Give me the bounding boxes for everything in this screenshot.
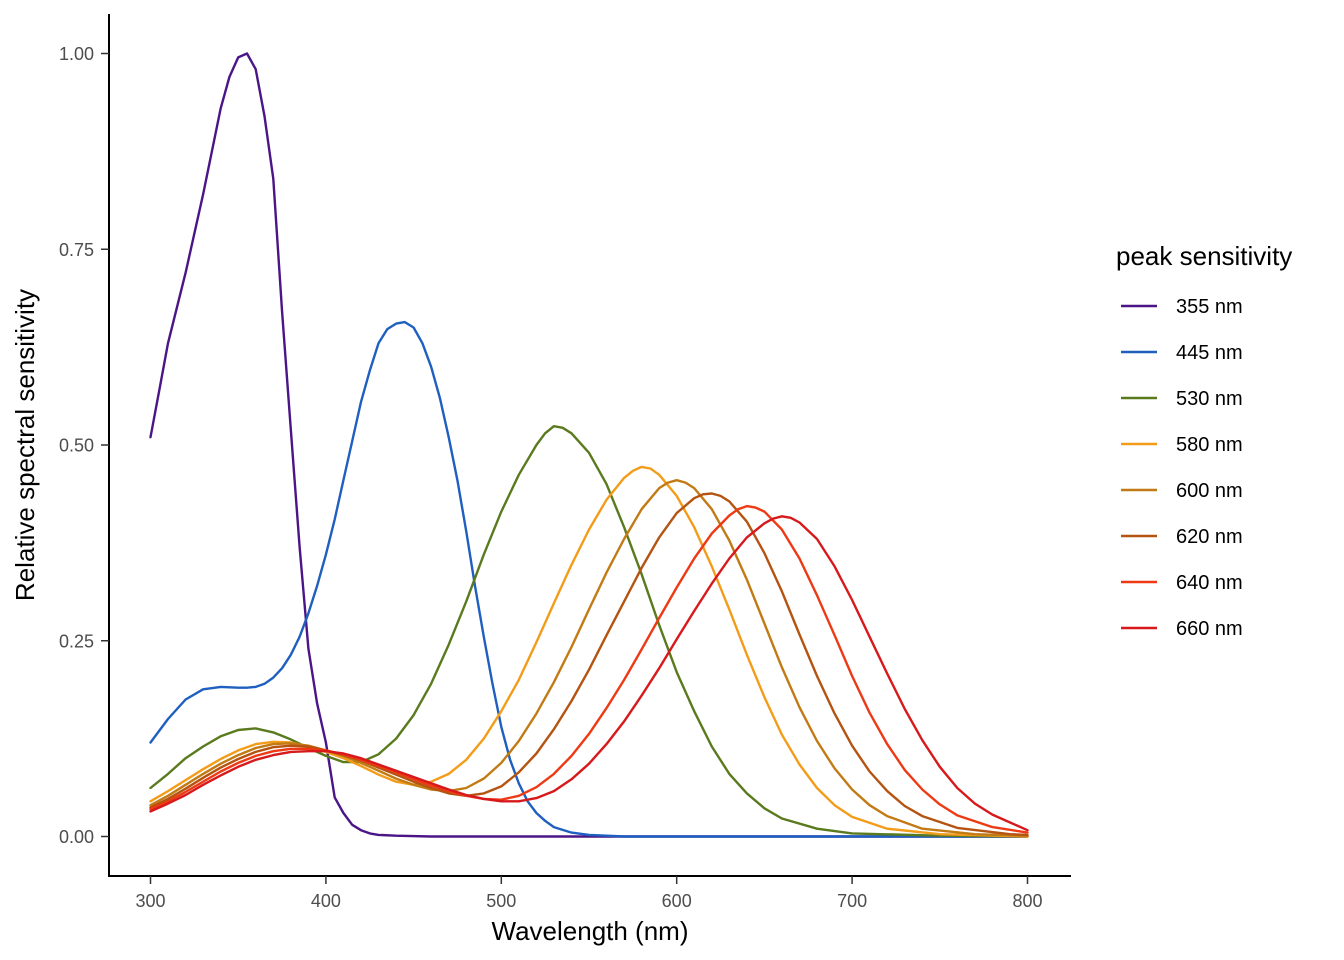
y-tick-label: 0.00 bbox=[59, 827, 94, 847]
series-line-600-nm bbox=[149, 479, 1029, 837]
y-tick-label: 0.50 bbox=[59, 436, 94, 456]
x-tick-label: 700 bbox=[837, 891, 867, 911]
legend-item: 640 nm bbox=[1121, 572, 1243, 594]
legend-item: 530 nm bbox=[1121, 388, 1243, 410]
legend-item: 600 nm bbox=[1121, 480, 1243, 502]
series-lines bbox=[149, 52, 1029, 838]
legend-label: 445 nm bbox=[1176, 342, 1243, 364]
series-line-660-nm bbox=[149, 515, 1029, 832]
legend-label: 355 nm bbox=[1176, 296, 1243, 318]
y-axis-title: Relative spectral sensitivity bbox=[10, 289, 40, 601]
y-axis-ticks: 0.00 0.25 0.50 0.75 1.00 bbox=[59, 44, 109, 847]
y-tick-label: 0.75 bbox=[59, 240, 94, 260]
x-axis-title: Wavelength (nm) bbox=[492, 916, 689, 946]
x-tick-label: 600 bbox=[662, 891, 692, 911]
legend-item: 580 nm bbox=[1121, 434, 1243, 456]
legend-label: 600 nm bbox=[1176, 480, 1243, 502]
legend-label: 530 nm bbox=[1176, 388, 1243, 410]
legend-label: 660 nm bbox=[1176, 618, 1243, 640]
legend-label: 620 nm bbox=[1176, 526, 1243, 548]
series-line-640-nm bbox=[149, 504, 1029, 834]
series-line-445-nm bbox=[149, 320, 1029, 838]
y-tick-label: 0.25 bbox=[59, 631, 94, 651]
x-axis-ticks: 300 400 500 600 700 800 bbox=[135, 876, 1043, 911]
legend-label: 640 nm bbox=[1176, 572, 1243, 594]
legend-item: 660 nm bbox=[1121, 618, 1243, 640]
legend-title: peak sensitivity bbox=[1116, 241, 1292, 271]
legend-label: 580 nm bbox=[1176, 434, 1243, 456]
x-tick-label: 500 bbox=[486, 891, 516, 911]
series-line-530-nm bbox=[149, 425, 1029, 838]
series-line-355-nm bbox=[149, 52, 1029, 838]
y-tick-label: 1.00 bbox=[59, 44, 94, 64]
legend-item: 620 nm bbox=[1121, 526, 1243, 548]
x-tick-label: 800 bbox=[1012, 891, 1042, 911]
legend: peak sensitivity 355 nm 445 nm 530 nm 580 n… bbox=[1116, 241, 1292, 640]
x-tick-label: 300 bbox=[135, 891, 165, 911]
x-tick-label: 400 bbox=[311, 891, 341, 911]
legend-item: 445 nm bbox=[1121, 342, 1243, 364]
series-line-620-nm bbox=[149, 492, 1029, 837]
legend-item: 355 nm bbox=[1121, 296, 1243, 318]
series-line-580-nm bbox=[149, 465, 1029, 838]
